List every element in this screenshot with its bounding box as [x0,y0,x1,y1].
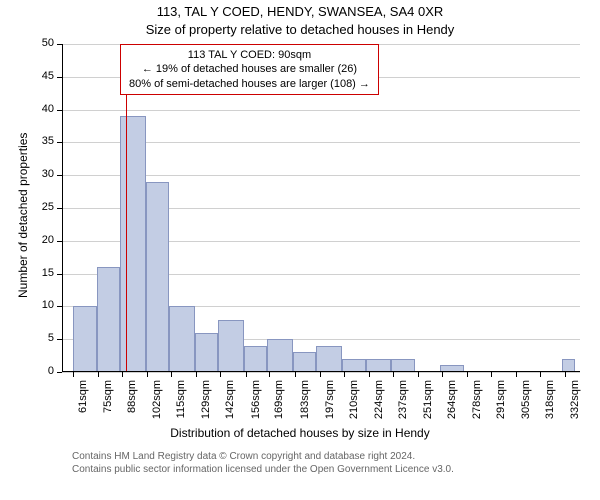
x-tick [295,372,296,377]
y-axis-label: Number of detached properties [16,133,30,298]
x-tick [269,372,270,377]
histogram-bar [146,182,170,372]
x-tick [246,372,247,377]
x-tick-label: 291sqm [495,380,507,424]
x-tick [540,372,541,377]
annotation-box: 113 TAL Y COED: 90sqm ← 19% of detached … [120,44,379,95]
grid-line [62,110,580,111]
y-tick-label: 0 [32,365,54,377]
y-tick-label: 45 [32,70,54,82]
x-tick-label: 183sqm [299,380,311,424]
x-tick [369,372,370,377]
histogram-bar [195,333,219,372]
x-tick [98,372,99,377]
y-tick [57,372,62,373]
x-tick [418,372,419,377]
x-tick [122,372,123,377]
y-tick-label: 15 [32,267,54,279]
x-tick [467,372,468,377]
x-tick-label: 115sqm [175,380,187,424]
y-tick-label: 50 [32,37,54,49]
annotation-line1: 113 TAL Y COED: 90sqm [129,48,370,62]
y-tick-label: 35 [32,135,54,147]
annotation-line2: ← 19% of detached houses are smaller (26… [129,62,370,76]
chart-title-description: Size of property relative to detached ho… [0,22,600,37]
x-tick-label: 61sqm [77,380,89,424]
x-tick [320,372,321,377]
histogram-bar [97,267,121,372]
x-tick-label: 75sqm [102,380,114,424]
x-tick [344,372,345,377]
x-tick [147,372,148,377]
x-tick-label: 102sqm [151,380,163,424]
footer-line1: Contains HM Land Registry data © Crown c… [72,450,454,463]
histogram-bar [244,346,268,372]
x-tick-label: 210sqm [348,380,360,424]
x-tick-label: 237sqm [397,380,409,424]
chart-container: 113, TAL Y COED, HENDY, SWANSEA, SA4 0XR… [0,0,600,500]
y-tick-label: 20 [32,234,54,246]
x-tick-label: 305sqm [520,380,532,424]
x-tick [220,372,221,377]
histogram-bar [120,116,145,372]
x-tick-label: 169sqm [273,380,285,424]
x-tick-label: 264sqm [446,380,458,424]
footer-line2: Contains public sector information licen… [72,463,454,476]
footer-attribution: Contains HM Land Registry data © Crown c… [72,450,454,476]
x-tick-label: 129sqm [200,380,212,424]
x-axis-label: Distribution of detached houses by size … [0,426,600,440]
histogram-bar [293,352,317,372]
x-tick [442,372,443,377]
histogram-bar [218,320,243,372]
x-tick-label: 88sqm [126,380,138,424]
histogram-bar [169,306,194,372]
x-tick-label: 332sqm [569,380,581,424]
x-tick [171,372,172,377]
x-tick-label: 318sqm [544,380,556,424]
x-tick-label: 251sqm [422,380,434,424]
histogram-bar [267,339,292,372]
x-tick [196,372,197,377]
y-tick-label: 10 [32,299,54,311]
y-tick-label: 30 [32,168,54,180]
x-tick [73,372,74,377]
histogram-bar [73,306,97,372]
x-tick-label: 142sqm [224,380,236,424]
x-tick-label: 224sqm [373,380,385,424]
x-tick-label: 156sqm [250,380,262,424]
x-tick [516,372,517,377]
x-tick [491,372,492,377]
chart-title-address: 113, TAL Y COED, HENDY, SWANSEA, SA4 0XR [0,4,600,19]
x-tick [393,372,394,377]
y-tick-label: 5 [32,332,54,344]
annotation-line3: 80% of semi-detached houses are larger (… [129,77,370,91]
x-tick-label: 197sqm [324,380,336,424]
histogram-bar [316,346,341,372]
x-tick-label: 278sqm [471,380,483,424]
y-tick-label: 40 [32,103,54,115]
y-tick-label: 25 [32,201,54,213]
y-axis [62,44,63,372]
x-tick [565,372,566,377]
